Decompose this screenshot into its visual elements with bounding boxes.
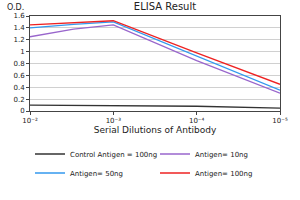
svg-text:O.D.: O.D. — [7, 3, 24, 12]
svg-text:10⁻²: 10⁻² — [22, 117, 38, 125]
svg-text:1: 1 — [20, 48, 24, 56]
svg-text:0.4: 0.4 — [13, 84, 25, 92]
svg-text:Antigen= 10ng: Antigen= 10ng — [195, 151, 248, 159]
svg-text:1.6: 1.6 — [13, 12, 25, 20]
svg-text:10⁻⁴: 10⁻⁴ — [189, 117, 205, 125]
svg-text:Control Antigen = 100ng: Control Antigen = 100ng — [70, 151, 157, 159]
svg-text:ELISA Result: ELISA Result — [134, 1, 196, 12]
svg-text:1.4: 1.4 — [13, 24, 25, 32]
svg-text:10⁻⁵: 10⁻⁵ — [272, 117, 288, 125]
svg-text:Antigen= 50ng: Antigen= 50ng — [70, 170, 123, 178]
svg-text:0.8: 0.8 — [13, 60, 24, 68]
svg-text:0.2: 0.2 — [13, 96, 24, 104]
svg-text:0.6: 0.6 — [13, 72, 25, 80]
svg-text:1.2: 1.2 — [13, 36, 24, 44]
svg-text:Serial Dilutions of Antibody: Serial Dilutions of Antibody — [94, 125, 217, 135]
svg-text:10⁻³: 10⁻³ — [106, 117, 122, 125]
svg-text:0: 0 — [20, 107, 24, 115]
svg-text:Antigen= 100ng: Antigen= 100ng — [195, 170, 252, 178]
